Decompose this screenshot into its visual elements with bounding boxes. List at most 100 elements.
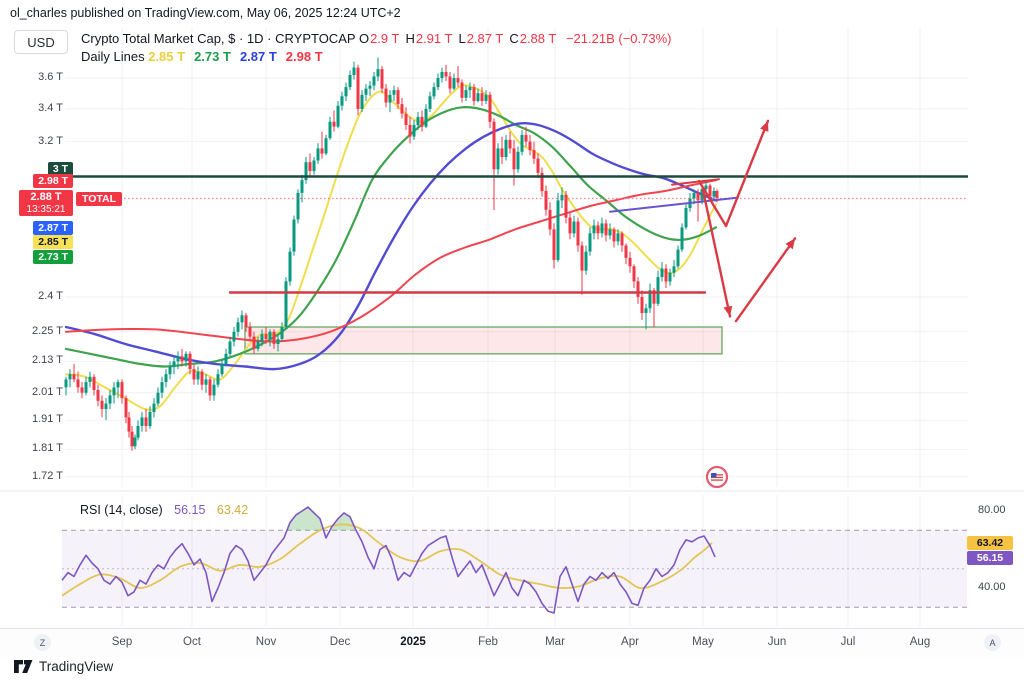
- symbol-title[interactable]: Crypto Total Market Cap, $ · 1D · CRYPTO…: [81, 31, 356, 46]
- candle-body: [448, 76, 452, 89]
- candle-body: [652, 290, 656, 304]
- support-zone[interactable]: [244, 326, 723, 355]
- rsi-title[interactable]: RSI (14, close): [80, 503, 163, 517]
- month-label-jun[interactable]: Jun: [767, 636, 787, 648]
- candle-body: [436, 78, 440, 88]
- candle-body: [368, 85, 372, 89]
- time-axis[interactable]: Z Sep Oct Nov Dec 2025 Feb Mar Apr May Jun Jul Aug …: [0, 628, 1024, 657]
- candle-body: [696, 192, 700, 201]
- month-label-mar[interactable]: Mar: [545, 636, 565, 648]
- month-label-aug[interactable]: Aug: [909, 636, 931, 648]
- currency-selector[interactable]: USD: [14, 30, 68, 54]
- month-label-feb[interactable]: Feb: [478, 636, 498, 648]
- candle-body: [540, 172, 544, 192]
- candle-body: [320, 148, 324, 154]
- candle-body: [640, 297, 644, 313]
- daily-line-xlong[interactable]: [65, 179, 717, 343]
- daily-line-value: 2.98 T: [285, 49, 323, 64]
- price-badge: 3 T: [47, 162, 73, 176]
- tradingview-attribution[interactable]: TradingView: [14, 659, 113, 674]
- month-label-oct[interactable]: Oct: [183, 636, 201, 648]
- candle-body: [472, 87, 476, 101]
- us-flag: [710, 472, 724, 482]
- arrow-line[interactable]: [734, 237, 797, 323]
- price-badge: 2.87 T: [33, 221, 73, 235]
- daily-line-short[interactable]: [65, 84, 717, 411]
- candle-body: [352, 67, 356, 75]
- candle-body: [328, 121, 332, 139]
- price-label: 2.01 T: [32, 386, 63, 398]
- ohlc-label: L: [458, 31, 466, 46]
- candle-body: [288, 251, 292, 282]
- candle-body: [212, 384, 216, 396]
- ohlc-value: 2.9 T: [370, 31, 400, 46]
- candle-body: [196, 371, 200, 380]
- daily-line-value: 2.85 T: [148, 49, 186, 64]
- arrowhead: [785, 238, 795, 250]
- month-label-nov[interactable]: Nov: [255, 636, 277, 648]
- candle-body: [256, 341, 260, 349]
- month-label-sep[interactable]: Sep: [111, 636, 133, 648]
- candle-body: [180, 356, 184, 362]
- trend-line[interactable]: [671, 178, 720, 186]
- candle-body: [208, 379, 212, 396]
- candle-body: [100, 400, 104, 409]
- month-label-2025[interactable]: 2025: [400, 636, 426, 648]
- daily-line-long[interactable]: [64, 122, 718, 371]
- candle-body: [388, 94, 392, 103]
- candle-body: [92, 376, 96, 390]
- candle-body: [160, 382, 164, 393]
- candle-body: [440, 72, 444, 78]
- timezone-button[interactable]: Z: [34, 634, 51, 651]
- trend-line[interactable]: [609, 196, 739, 213]
- month-label-jul[interactable]: Jul: [840, 636, 856, 648]
- current-price: 2.88 T: [30, 191, 62, 203]
- candle-body: [396, 90, 400, 105]
- tradingview-brand-text: TradingView: [39, 659, 114, 674]
- indicator-name[interactable]: Daily Lines: [81, 49, 145, 64]
- candle-body: [72, 374, 76, 380]
- arrow-line[interactable]: [701, 188, 732, 318]
- arrowhead: [723, 305, 733, 317]
- candle-body: [220, 363, 224, 375]
- candle-body: [348, 75, 352, 88]
- candle-body: [608, 229, 612, 236]
- ohlc-value: 2.88 T: [519, 31, 557, 46]
- candle-body: [572, 221, 576, 234]
- candle-body: [176, 356, 180, 362]
- candle-body: [604, 223, 608, 236]
- axis-settings-button[interactable]: A: [984, 634, 1001, 651]
- rsi-signal-line[interactable]: [61, 523, 713, 597]
- candle-body: [384, 88, 388, 103]
- candle-body: [700, 189, 704, 201]
- candle-body: [260, 334, 264, 342]
- candle-body: [512, 148, 516, 170]
- month-label-dec[interactable]: Dec: [329, 636, 351, 648]
- candle-body: [392, 90, 396, 95]
- candle-body: [568, 217, 572, 234]
- candle-body: [432, 87, 436, 97]
- month-label-may[interactable]: May: [692, 636, 714, 648]
- candle-body: [88, 376, 92, 382]
- zigzag-arrow-line[interactable]: [697, 119, 770, 228]
- rsi-overbought-fill: [287, 507, 356, 531]
- rsi-line[interactable]: [61, 506, 716, 614]
- price-label: 1.91 T: [32, 413, 63, 425]
- month-label-apr[interactable]: Apr: [621, 636, 639, 648]
- candle-body: [576, 221, 580, 246]
- candle-body: [244, 315, 248, 328]
- candle-body: [444, 72, 448, 77]
- rsi-legend: RSI (14, close) 56.15 63.42: [80, 503, 256, 517]
- candle-body: [520, 134, 524, 152]
- candle-body: [84, 382, 88, 393]
- us-flag-event-icon[interactable]: [705, 465, 729, 489]
- candle-body: [156, 392, 160, 404]
- candle-body: [552, 229, 556, 260]
- rsi-value-badge: 63.42: [967, 536, 1013, 550]
- candle-body: [364, 88, 368, 95]
- candle-body: [416, 116, 420, 125]
- candle-body: [376, 69, 380, 77]
- candle-body: [492, 121, 496, 170]
- candle-body: [532, 150, 536, 159]
